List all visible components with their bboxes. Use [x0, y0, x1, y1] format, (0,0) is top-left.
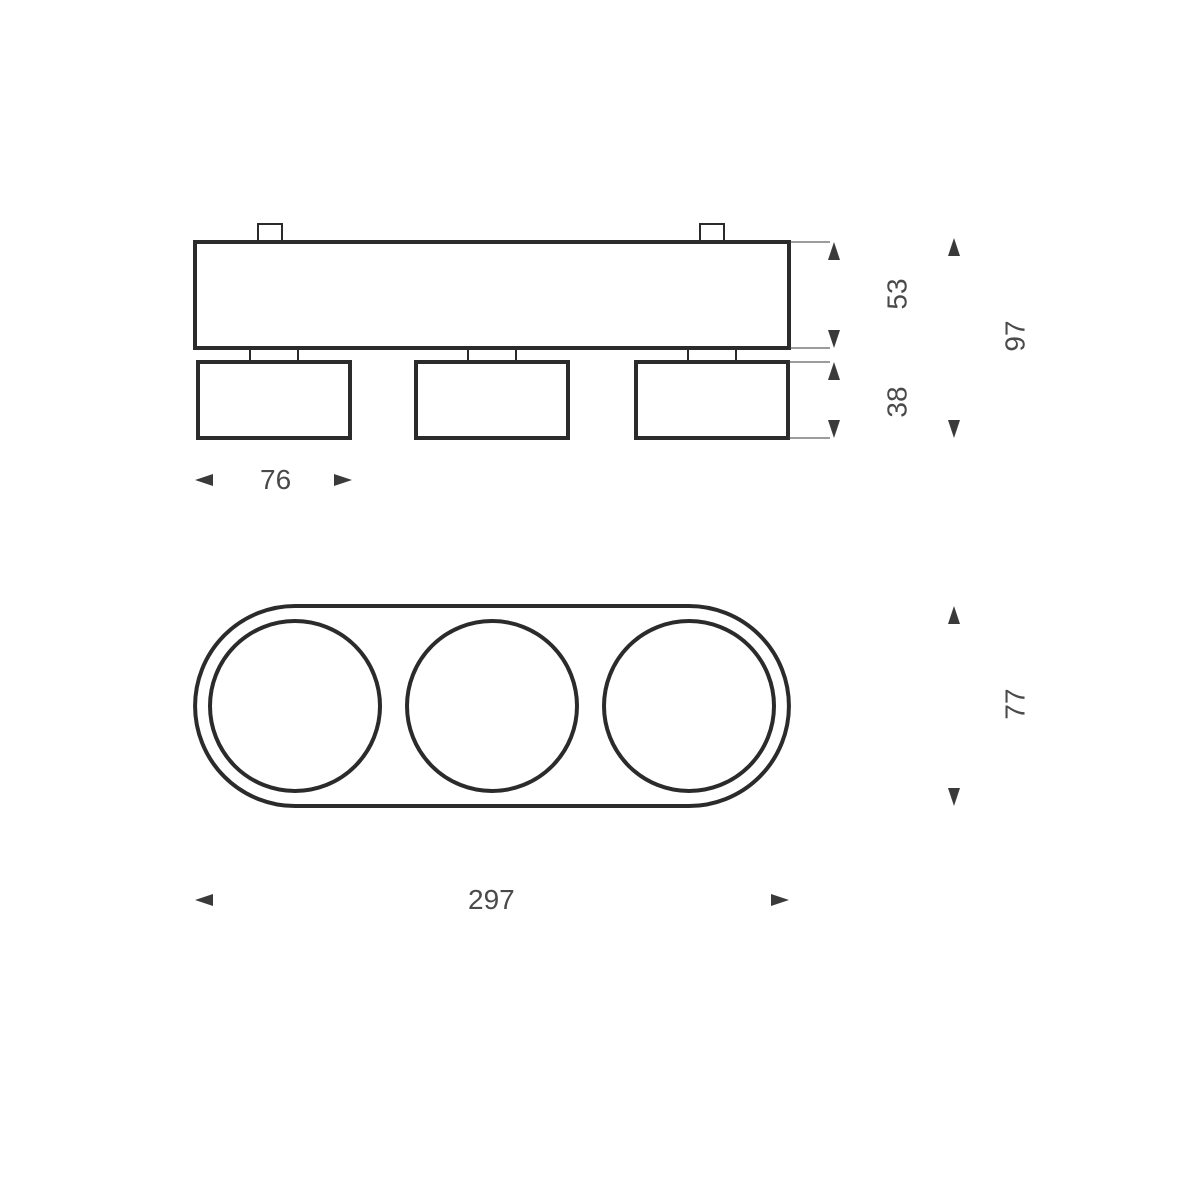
- dim-97-label: 97: [1002, 320, 1030, 351]
- dim-76-label: 76: [260, 466, 291, 494]
- diagram-canvas: 76 53 38 97 77 297: [0, 0, 1200, 1200]
- dim-297-label: 297: [468, 886, 515, 914]
- dim-38-label: 38: [884, 386, 912, 417]
- dim-53-label: 53: [884, 278, 912, 309]
- dim-77-label: 77: [1002, 688, 1030, 719]
- technical-drawing-svg: [0, 0, 1200, 1200]
